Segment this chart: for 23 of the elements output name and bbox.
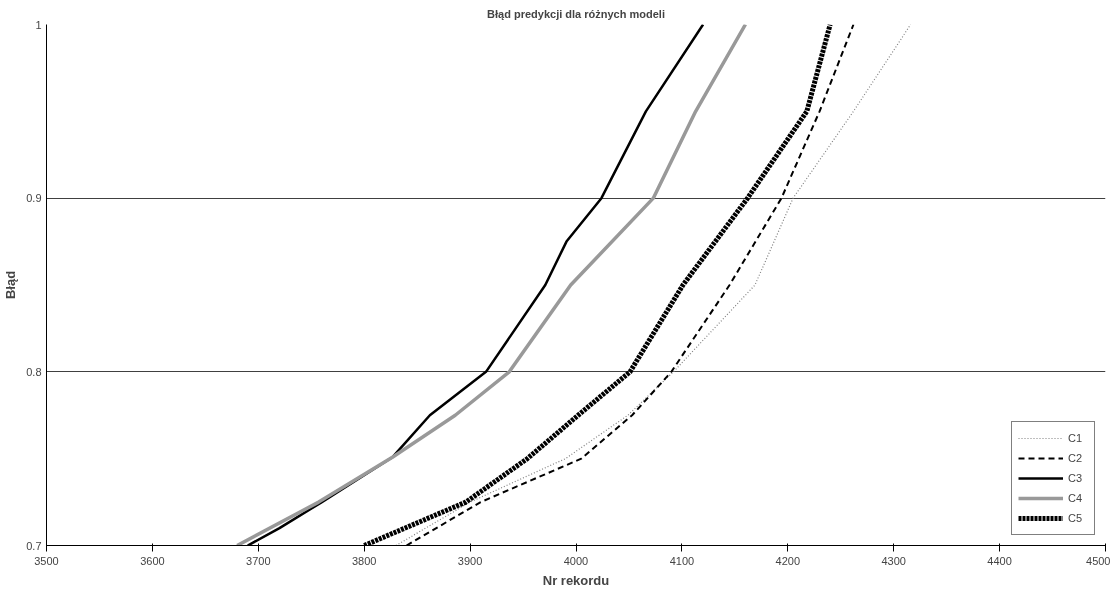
x-tick-label: 4100 (669, 554, 695, 567)
x-tick-label: 4400 (987, 554, 1012, 567)
y-tick-label: 0.7 (26, 539, 42, 552)
legend-label: C4 (1068, 492, 1084, 504)
y-tick-label: 1 (35, 18, 42, 31)
legend-label: C2 (1068, 452, 1084, 464)
legend-label: C1 (1068, 432, 1084, 444)
x-tick-label: 3600 (140, 554, 165, 567)
y-axis-title: Błąd (3, 270, 19, 300)
legend-label: C3 (1068, 472, 1084, 484)
x-tick-label: 4500 (1086, 554, 1111, 567)
x-tick-label: 4200 (775, 554, 801, 567)
x-tick-label: 4300 (881, 554, 906, 567)
x-tick-label: 3900 (457, 554, 483, 567)
x-axis-title: Nr rekordu (542, 572, 610, 588)
x-tick-label: 3500 (34, 554, 59, 567)
x-tick-label: 3700 (246, 554, 271, 567)
y-tick-label: 0.8 (26, 365, 42, 378)
chart-title: Błąd predykcji dla różnych modeli (487, 7, 665, 20)
x-tick-label: 4000 (563, 554, 589, 567)
y-tick-label: 0.9 (26, 192, 42, 205)
legend-label: C5 (1068, 512, 1084, 524)
x-tick-label: 3800 (351, 554, 377, 567)
